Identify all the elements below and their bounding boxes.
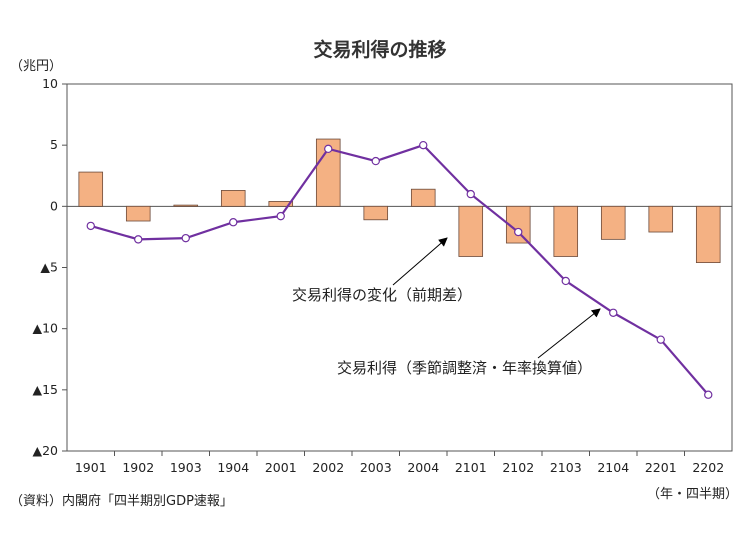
x-tick-label: 2104 — [597, 460, 629, 475]
bar — [505, 205, 531, 244]
line-point — [704, 390, 713, 399]
bar — [458, 205, 484, 257]
x-tick-label: 1902 — [122, 460, 154, 475]
x-tick-label: 1904 — [217, 460, 249, 475]
y-tick-label: ▲5 — [40, 260, 58, 275]
line-annotation-label: 交易利得（季節調整済・年率換算値） — [337, 359, 592, 377]
line-point — [276, 211, 285, 221]
bar — [220, 190, 246, 207]
bar-annotation-label: 交易利得の変化（前期差） — [292, 286, 472, 304]
bar — [410, 188, 436, 207]
bar — [78, 171, 104, 207]
line-point — [419, 140, 428, 150]
line-point — [466, 189, 475, 199]
plot-frame — [66, 83, 733, 452]
line-point — [324, 144, 333, 154]
y-tick-label: ▲15 — [32, 382, 58, 397]
line-point — [656, 335, 665, 344]
bar — [173, 204, 199, 207]
chart-title: 交易利得の推移 — [313, 38, 446, 61]
y-tick-label: ▲10 — [32, 321, 58, 336]
line-point — [86, 221, 95, 231]
y-tick-label: 0 — [50, 198, 58, 213]
bar — [268, 201, 294, 207]
bar — [695, 205, 721, 264]
line-point — [609, 308, 618, 317]
y-tick-label: 5 — [50, 137, 58, 152]
line-point — [229, 218, 238, 227]
plot-area: 10 5 0 ▲5 ▲10 ▲15 ▲20 1901 1902 1903 1904 2001 2002 2… — [32, 76, 733, 475]
line-point — [514, 227, 523, 237]
bar — [600, 205, 626, 240]
line-annotation-arrow — [537, 308, 601, 359]
y-tick-label: ▲20 — [32, 443, 58, 458]
x-tick-label: 2002 — [312, 460, 344, 475]
x-tick-label: 1903 — [170, 460, 202, 475]
y-axis-unit: （兆円） — [10, 59, 62, 74]
y-tick-label: 10 — [42, 76, 58, 91]
x-axis-unit: （年・四半期） — [647, 487, 738, 502]
line-point — [181, 233, 190, 243]
bar-annotation-arrow — [392, 237, 448, 286]
source-note: （資料）内閣府「四半期別GDP速報」 — [10, 493, 233, 509]
bar — [125, 205, 151, 222]
bar — [553, 205, 579, 257]
x-tick-label: 2102 — [502, 460, 534, 475]
x-tick-label: 2101 — [455, 460, 487, 475]
x-tick-label: 2201 — [645, 460, 677, 475]
line-point — [134, 235, 143, 244]
line-point — [371, 156, 380, 166]
line-point — [561, 276, 570, 286]
x-tick-label: 2103 — [550, 460, 582, 475]
line-series — [90, 143, 710, 396]
x-tick-label: 2001 — [265, 460, 297, 475]
x-tick-label: 2004 — [407, 460, 439, 475]
x-tick-label: 2003 — [360, 460, 392, 475]
x-tick-label: 1901 — [75, 460, 107, 475]
x-tick-label: 2202 — [692, 460, 724, 475]
bar — [363, 205, 389, 221]
bar — [648, 205, 674, 233]
